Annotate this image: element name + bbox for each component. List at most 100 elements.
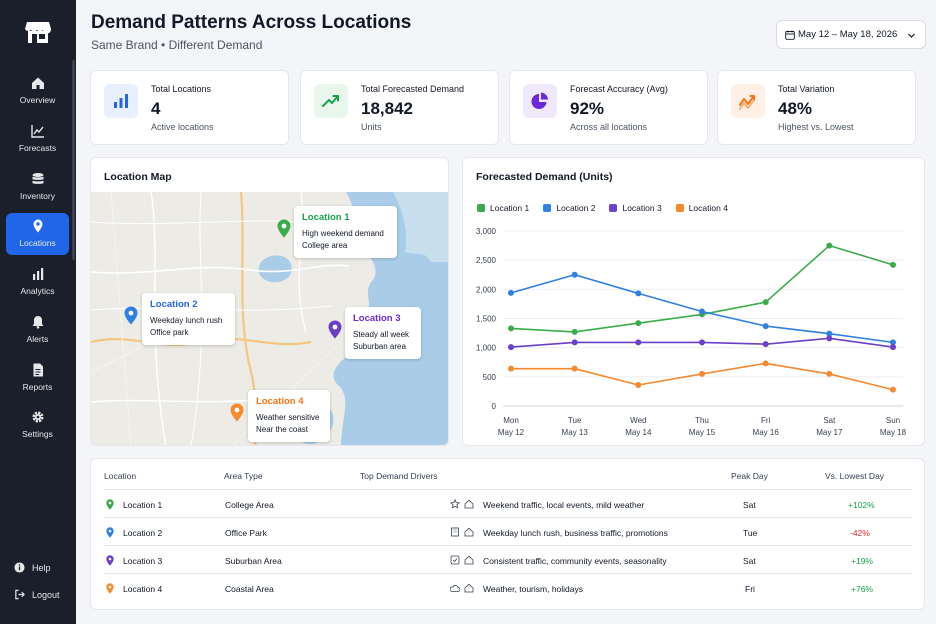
kpi-label: Total Forecasted Demand	[361, 84, 465, 94]
sidebar-item-inventory[interactable]: Inventory	[6, 166, 69, 208]
kpi-value: 18,842	[361, 99, 413, 118]
table-row[interactable]: Location 2 Office Park Weekday lunch rus…	[104, 517, 912, 545]
sidebar-item-alerts[interactable]: Alerts	[6, 309, 69, 351]
cell-peak-day: Tue	[743, 528, 758, 538]
sidebar-item-analytics[interactable]: Analytics	[6, 261, 69, 303]
location-1-callout[interactable]: Location 1 High weekend demand College a…	[294, 206, 397, 258]
table-row[interactable]: Location 3 Suburban Area Consistent traf…	[104, 545, 912, 573]
home-icon	[464, 527, 474, 537]
sidebar-item-label: Reports	[22, 382, 53, 392]
help-link[interactable]: Help	[14, 562, 51, 573]
legend-label: Location 2	[556, 203, 596, 213]
cell-drivers: Weather, tourism, holidays	[483, 584, 583, 594]
legend-item-location-3[interactable]: Location 3	[609, 203, 662, 213]
cell-peak-day: Sat	[743, 556, 756, 566]
map-pin-icon	[33, 219, 42, 233]
data-point-location-4	[762, 360, 769, 367]
legend-swatch	[609, 204, 618, 212]
sidebar-item-reports[interactable]: Reports	[6, 357, 69, 399]
data-point-location-1	[508, 325, 514, 332]
kpi-card-forecast-accuracy: Forecast Accuracy (Avg) 92% Across all l…	[509, 70, 708, 145]
x-tick-label: May 15	[689, 428, 716, 437]
sidebar-item-locations[interactable]: Locations	[6, 213, 69, 255]
data-point-location-2	[762, 323, 769, 330]
cell-location: Location 4	[123, 584, 163, 594]
table-row[interactable]: Location 1 College Area Weekend traffic,…	[104, 489, 912, 517]
sidebar-item-label: Inventory	[20, 191, 55, 201]
location-1-pin-icon[interactable]	[277, 219, 291, 238]
sidebar-scrollbar[interactable]	[72, 60, 75, 260]
page-title: Demand Patterns Across Locations	[91, 12, 412, 33]
data-point-location-4	[699, 370, 705, 377]
bar-chart-icon	[114, 94, 128, 108]
data-point-location-4	[890, 386, 896, 393]
home-icon	[464, 499, 474, 509]
data-point-location-4	[635, 382, 642, 388]
sidebar-item-overview[interactable]: Overview	[6, 70, 69, 112]
help-label: Help	[32, 562, 51, 573]
sidebar-item-forecasts[interactable]: Forecasts	[6, 118, 69, 160]
table-row[interactable]: Location 4 Coastal Area Weather, tourism…	[104, 573, 912, 601]
legend-swatch	[543, 204, 552, 212]
location-2-pin-icon[interactable]	[124, 306, 138, 325]
location-3-pin-icon[interactable]	[328, 320, 342, 339]
date-range-value: May 12 – May 18, 2026	[798, 29, 898, 40]
forecast-chart-card: Forecasted Demand (Units) Location 1 Loc…	[462, 157, 925, 446]
x-tick-label: Thu	[695, 416, 709, 425]
x-tick-label: May 16	[753, 428, 780, 437]
logout-label: Logout	[32, 589, 60, 600]
sidebar-item-label: Analytics	[20, 286, 55, 296]
kpi-card-total-forecasted-demand: Total Forecasted Demand 18,842 Units	[300, 70, 499, 145]
location-4-callout[interactable]: Location 4 Weather sensitive Near the co…	[248, 390, 330, 442]
map-pin-icon	[106, 527, 114, 538]
calendar-icon	[785, 30, 795, 40]
kpi-value: 4	[151, 99, 161, 118]
date-range-picker[interactable]: May 12 – May 18, 2026	[776, 20, 926, 49]
location-4-pin-icon[interactable]	[230, 403, 244, 422]
sun-cloud-icon	[450, 585, 460, 592]
header-location: Location	[104, 471, 137, 481]
legend-item-location-2[interactable]: Location 2	[543, 203, 595, 213]
store-logo-icon[interactable]	[24, 18, 52, 46]
kpi-subtext: Across all locations	[570, 122, 648, 132]
legend-label: Location 3	[622, 203, 662, 213]
data-point-location-2	[508, 289, 514, 296]
x-tick-label: May 17	[816, 428, 843, 437]
location-map[interactable]: Location 1 High weekend demand College a…	[91, 191, 448, 445]
data-point-location-3	[508, 344, 514, 351]
legend-item-location-1[interactable]: Location 1	[477, 203, 529, 213]
map-pin-icon	[106, 583, 114, 594]
sidebar-item-label: Overview	[19, 95, 56, 105]
location-2-callout[interactable]: Location 2 Weekday lunch rush Office par…	[142, 293, 235, 345]
y-tick-label: 1,000	[476, 344, 497, 353]
x-tick-label: May 12	[498, 428, 525, 437]
data-point-location-2	[571, 271, 578, 278]
legend-swatch	[477, 204, 485, 212]
data-point-location-3	[635, 339, 642, 346]
cell-drivers: Weekend traffic, local events, mild weat…	[483, 500, 645, 510]
legend-item-location-4[interactable]: Location 4	[675, 203, 728, 213]
map-pin-icon	[106, 499, 114, 510]
legend-swatch	[675, 204, 684, 212]
x-tick-label: Fri	[761, 416, 771, 425]
kpi-card-total-locations: Total Locations 4 Active locations	[90, 70, 289, 145]
chart-title: Forecasted Demand (Units)	[476, 171, 613, 183]
sidebar-item-settings[interactable]: Settings	[6, 404, 69, 446]
kpi-subtext: Units	[361, 122, 382, 132]
callout-line: Suburban area	[353, 342, 406, 351]
data-point-location-4	[508, 365, 514, 372]
x-tick-label: Sat	[823, 416, 836, 425]
callout-line: Weather sensitive	[256, 413, 320, 422]
location-3-callout[interactable]: Location 3 Steady all week Suburban area	[345, 307, 421, 359]
data-point-location-3	[571, 339, 578, 346]
callout-title: Location 4	[256, 396, 304, 407]
kpi-label: Forecast Accuracy (Avg)	[570, 84, 668, 94]
y-tick-label: 0	[492, 402, 497, 411]
header-peak-day: Peak Day	[731, 471, 768, 481]
kpi-value: 92%	[570, 99, 605, 118]
data-point-location-3	[762, 341, 769, 348]
home-icon	[464, 583, 474, 593]
logout-link[interactable]: Logout	[14, 589, 60, 600]
logout-icon	[15, 589, 25, 600]
home-icon	[464, 555, 474, 565]
